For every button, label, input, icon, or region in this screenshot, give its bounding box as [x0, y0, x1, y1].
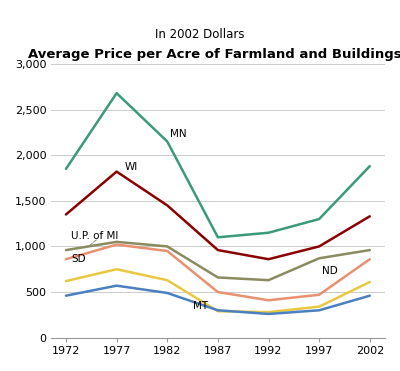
Text: U.P. of MI: U.P. of MI: [71, 232, 118, 242]
Text: WI: WI: [125, 162, 138, 172]
Title: Average Price per Acre of Farmland and Buildings*: Average Price per Acre of Farmland and B…: [28, 48, 400, 61]
Text: SD: SD: [71, 254, 86, 264]
Text: MN: MN: [170, 129, 187, 139]
Text: MT: MT: [192, 301, 208, 311]
Text: ND: ND: [322, 266, 338, 276]
Text: In 2002 Dollars: In 2002 Dollars: [155, 28, 245, 41]
